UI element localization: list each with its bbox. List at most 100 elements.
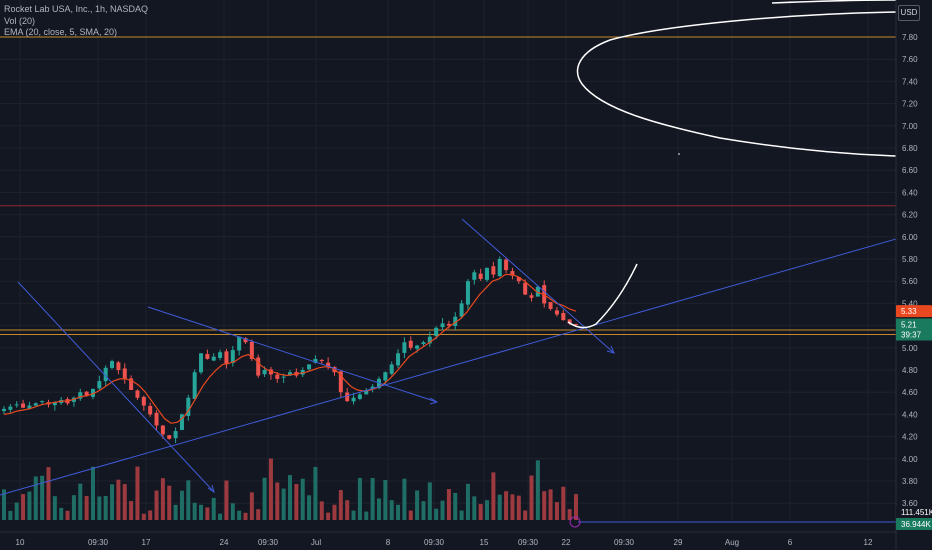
- volume-bar: [110, 484, 115, 520]
- candle-body: [154, 412, 159, 426]
- horizontal-levels[interactable]: [0, 36, 896, 335]
- volume-bar: [396, 504, 401, 520]
- trendline-downtrend-2[interactable]: [147, 306, 438, 403]
- volume-bar: [224, 480, 229, 520]
- trendline-downtrend-1[interactable]: [17, 281, 215, 493]
- candle-body: [97, 381, 102, 389]
- candle-body: [307, 364, 312, 370]
- candle-body: [110, 361, 115, 368]
- trendlines[interactable]: [0, 218, 897, 496]
- candle-body: [370, 386, 375, 390]
- x-tick-label: 09:30: [258, 538, 279, 547]
- volume-bar: [434, 508, 439, 520]
- x-tick-label: Jul: [311, 538, 321, 547]
- candle-body: [567, 319, 572, 324]
- trendline-uptrend-support[interactable]: [0, 238, 897, 496]
- candle-body: [192, 372, 197, 399]
- drawing-curve-up[interactable]: [567, 263, 638, 329]
- x-tick-label: 22: [562, 538, 571, 547]
- volume-bar: [319, 501, 324, 520]
- candle-body: [2, 408, 6, 412]
- x-tick-label: 09:30: [614, 538, 635, 547]
- volume-bar: [173, 504, 178, 520]
- volume-bar: [453, 492, 458, 520]
- volume-bar: [459, 510, 464, 520]
- y-tick-label: 7.20: [902, 100, 918, 109]
- candle-body: [179, 414, 184, 430]
- volume-bar: [71, 495, 76, 520]
- ema-price-label-bg: [896, 305, 932, 318]
- candle-body: [446, 323, 451, 326]
- volume-bar: [313, 466, 318, 520]
- volume-indicator-label[interactable]: Vol (20): [4, 15, 36, 26]
- x-tick-label: 10: [16, 538, 25, 547]
- candle-body: [548, 302, 553, 309]
- freehand-drawings[interactable]: [567, 0, 897, 329]
- y-tick-label: 3.60: [902, 499, 918, 508]
- volume-bar: [256, 509, 261, 520]
- y-tick-label: 7.00: [902, 122, 918, 131]
- volume-bar: [141, 513, 146, 520]
- candle-body: [103, 367, 108, 382]
- last-price-label: 5.21: [901, 320, 917, 329]
- volume-bar: [440, 500, 445, 520]
- candle-body: [129, 378, 134, 390]
- volume-bar: [535, 460, 540, 520]
- y-tick-label: 7.60: [902, 55, 918, 64]
- candle-body: [27, 405, 32, 409]
- volume-bar: [389, 500, 394, 520]
- volume-bar: [504, 491, 509, 520]
- candle-body: [453, 316, 458, 326]
- volume-bar: [510, 494, 515, 520]
- ema-indicator-label[interactable]: EMA (20, close, 5, SMA, 20): [4, 27, 118, 37]
- candle-body: [256, 357, 261, 376]
- candle-body: [52, 402, 57, 406]
- candle-body: [345, 392, 350, 402]
- x-tick-label: 8: [386, 538, 391, 547]
- volume-bar: [40, 475, 45, 520]
- arrowhead-3: [606, 345, 615, 354]
- candle-body: [402, 342, 407, 353]
- trendline-downtrend-3[interactable]: [461, 218, 615, 354]
- volume-bar: [2, 489, 6, 520]
- volume-bar: [237, 510, 242, 520]
- volume-bar: [179, 490, 184, 520]
- volume-bar: [33, 476, 38, 520]
- volume-bar: [402, 478, 407, 520]
- y-tick-label: 7.40: [902, 77, 918, 86]
- drawing-top-stroke[interactable]: [771, 0, 897, 4]
- volume-avg-label: 36.944K: [901, 520, 931, 529]
- arrowhead-1: [207, 484, 215, 494]
- drawing-dot: [678, 153, 680, 155]
- x-tick-label: 09:30: [88, 538, 109, 547]
- candle-body: [351, 397, 356, 402]
- candle-body: [116, 362, 121, 370]
- candle-body: [415, 345, 420, 349]
- y-tick-label: 6.00: [902, 233, 918, 242]
- candle-body: [218, 352, 223, 358]
- candle-body: [319, 360, 324, 362]
- currency-button[interactable]: USD: [898, 5, 920, 21]
- volume-bar: [338, 490, 343, 520]
- volume-avg-label-bg: [896, 518, 932, 530]
- candle-body: [427, 336, 432, 344]
- volume-bar: [268, 458, 273, 520]
- candle-body: [357, 394, 362, 399]
- drawing-parabola[interactable]: [576, 11, 897, 157]
- y-tick-label: 5.40: [902, 299, 918, 308]
- candle-body: [459, 303, 464, 317]
- candle-body: [78, 392, 83, 399]
- candle-body: [313, 358, 318, 363]
- x-tick-label: Aug: [725, 538, 739, 547]
- candle-body: [561, 313, 566, 321]
- candle-body: [516, 277, 521, 282]
- x-tick-label: 24: [220, 538, 229, 547]
- time-axis[interactable]: 10 09:30 17 24 09:30 Jul 8 09:30 15 09:30 22 09:30 2…: [0, 531, 896, 547]
- event-marker-icon[interactable]: [569, 516, 581, 528]
- y-tick-label: 4.80: [902, 366, 918, 375]
- symbol-title[interactable]: Rocket Lab USA, Inc., 1h, NASDAQ: [4, 4, 149, 14]
- y-tick-label: 5.80: [902, 255, 918, 264]
- volume-bar: [529, 475, 534, 520]
- volume-bar: [14, 502, 19, 520]
